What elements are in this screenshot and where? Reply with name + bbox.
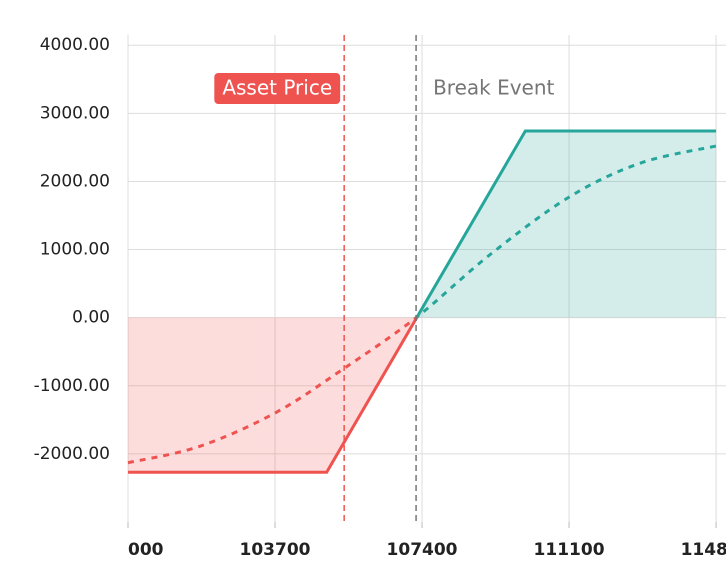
x-tick-label: 111100 (534, 540, 605, 560)
y-tick-label: -2000.00 (34, 444, 110, 464)
x-tick-label: 114800 (681, 540, 726, 560)
x-tick-label: 100000 (93, 540, 164, 560)
y-tick-label: 4000.00 (40, 35, 110, 55)
x-axis: 100000 103700 107400 111100 114800 (93, 540, 726, 560)
y-tick-label: -1000.00 (34, 376, 110, 396)
annotation-label: Asset Price (222, 76, 332, 100)
annotation-label: Break Event (433, 76, 554, 100)
y-tick-label: 0.00 (72, 308, 110, 328)
y-tick-label: 2000.00 (40, 171, 110, 191)
y-tick-label: 1000.00 (40, 240, 110, 260)
x-tick-label: 107400 (387, 540, 458, 560)
x-tick-label: 103700 (240, 540, 311, 560)
area (128, 131, 717, 473)
y-tick-label: 3000.00 (40, 103, 110, 123)
line (128, 129, 717, 474)
annotation-box (214, 73, 341, 104)
